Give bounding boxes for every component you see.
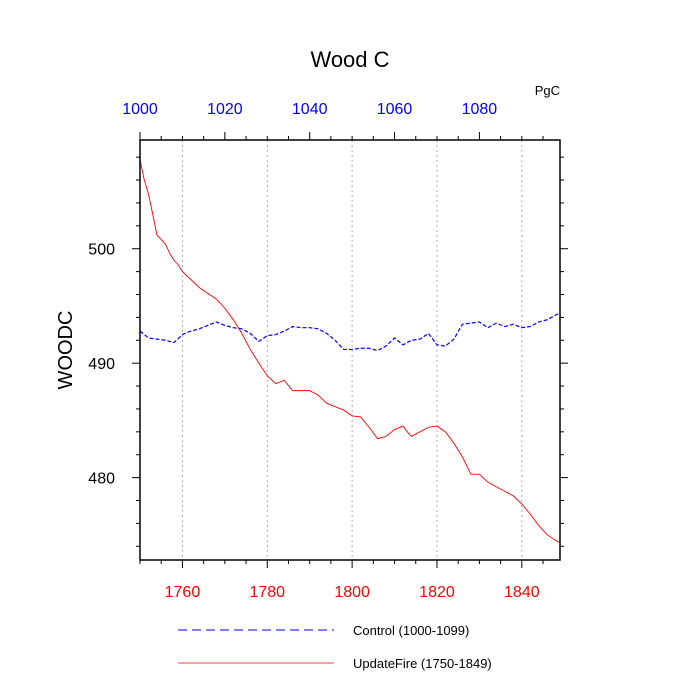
tick-labels: 1760 1780 1800 1820 1840 1000 1020 1040 1060 1080… [88, 101, 539, 601]
updatefire-series-line [139, 159, 561, 544]
bottom-tick-label: 1840 [504, 584, 540, 601]
tick-marks [132, 132, 568, 568]
bottom-tick-label: 1820 [419, 584, 455, 601]
top-tick-label: 1060 [377, 101, 413, 118]
axes [139, 139, 561, 561]
y-tick-label: 490 [88, 356, 115, 373]
legend: Control (1000-1099) UpdateFire (1750-1849… [178, 623, 492, 671]
series-layer [139, 159, 561, 544]
chart-title: Wood C [310, 47, 389, 72]
bottom-tick-label: 1780 [249, 584, 285, 601]
control-series-line [139, 312, 561, 352]
legend-label-updatefire: UpdateFire (1750-1849) [353, 656, 492, 671]
y-tick-label: 500 [88, 242, 115, 259]
y-tick-label: 480 [88, 471, 115, 488]
units-label: PgC [535, 83, 560, 98]
top-tick-label: 1040 [292, 101, 328, 118]
bottom-tick-label: 1760 [165, 584, 201, 601]
top-tick-label: 1000 [122, 101, 158, 118]
top-tick-label: 1080 [462, 101, 498, 118]
y-axis-label: WOODC [55, 311, 77, 390]
top-tick-label: 1020 [207, 101, 243, 118]
legend-label-control: Control (1000-1099) [353, 623, 469, 638]
plot-frame [139, 139, 561, 561]
bottom-tick-label: 1800 [334, 584, 370, 601]
